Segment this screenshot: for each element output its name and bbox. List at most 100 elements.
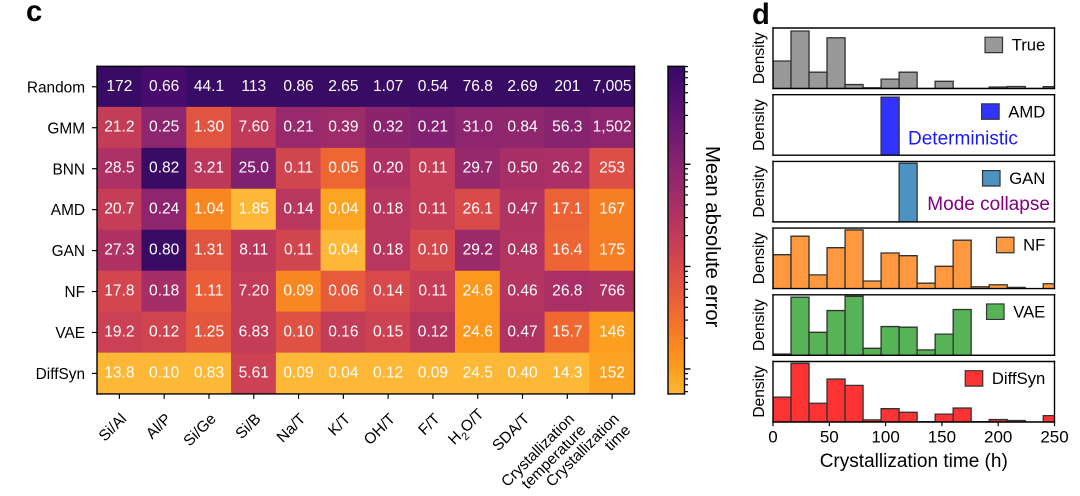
svg-text:0.11: 0.11 [418,201,447,218]
svg-text:172: 172 [106,78,132,95]
svg-text:0.39: 0.39 [328,119,358,136]
svg-text:0.47: 0.47 [507,201,537,218]
svg-text:31.0: 31.0 [463,119,494,136]
svg-text:1.85: 1.85 [239,201,269,218]
svg-text:0.48: 0.48 [507,242,537,259]
svg-text:GAN: GAN [1009,169,1045,188]
svg-text:15.7: 15.7 [552,323,582,340]
svg-text:1.07: 1.07 [373,78,403,95]
svg-text:Crystallization time (h): Crystallization time (h) [820,451,1008,472]
svg-text:0.15: 0.15 [373,323,403,340]
svg-text:26.8: 26.8 [552,283,582,300]
svg-text:0.83: 0.83 [194,364,224,381]
svg-text:0.82: 0.82 [149,160,179,177]
svg-text:175: 175 [599,242,625,259]
svg-text:2.65: 2.65 [328,78,358,95]
svg-text:7.60: 7.60 [239,119,270,136]
svg-text:Mode collapse: Mode collapse [927,194,1050,215]
svg-text:0.20: 0.20 [373,160,404,177]
svg-text:29.2: 29.2 [463,242,493,259]
svg-text:28.5: 28.5 [104,160,134,177]
svg-text:Mean absolute error: Mean absolute error [701,146,723,328]
svg-text:0.50: 0.50 [507,160,538,177]
svg-text:VAE: VAE [55,325,85,342]
svg-text:BNN: BNN [53,161,86,178]
svg-text:0: 0 [768,428,777,447]
svg-text:2.69: 2.69 [507,78,537,95]
svg-text:0.11: 0.11 [284,160,313,177]
svg-text:24.6: 24.6 [463,283,493,300]
svg-text:0.04: 0.04 [328,364,359,381]
svg-text:5.61: 5.61 [239,364,269,381]
svg-text:0.14: 0.14 [283,201,314,218]
svg-text:50: 50 [820,428,839,447]
svg-text:Random: Random [27,79,85,96]
svg-text:0.80: 0.80 [149,242,180,259]
svg-text:26.1: 26.1 [463,201,493,218]
svg-text:0.11: 0.11 [284,242,313,259]
svg-text:0.16: 0.16 [328,323,358,340]
svg-text:250: 250 [1040,428,1068,447]
svg-text:27.3: 27.3 [104,242,134,259]
svg-text:201: 201 [554,78,580,95]
svg-text:113: 113 [241,78,266,95]
svg-text:DiffSyn: DiffSyn [992,369,1045,388]
svg-text:1.11: 1.11 [194,283,223,300]
svg-text:44.1: 44.1 [194,78,224,95]
svg-text:19.2: 19.2 [104,323,134,340]
svg-text:0.04: 0.04 [328,242,359,259]
svg-text:AMD: AMD [51,202,85,219]
svg-text:0.47: 0.47 [507,323,537,340]
svg-text:NF: NF [1023,236,1045,255]
svg-text:0.25: 0.25 [149,119,179,136]
svg-text:13.8: 13.8 [104,364,134,381]
svg-text:167: 167 [599,201,625,218]
svg-text:16.4: 16.4 [552,242,583,259]
svg-text:6.83: 6.83 [239,323,269,340]
svg-text:Density: Density [751,366,768,418]
svg-text:146: 146 [599,323,625,340]
svg-text:0.84: 0.84 [507,119,538,136]
svg-text:0.21: 0.21 [418,119,448,136]
svg-text:150: 150 [928,428,956,447]
svg-text:1,502: 1,502 [593,119,632,136]
svg-text:766: 766 [599,283,625,300]
svg-text:GMM: GMM [47,120,85,137]
svg-text:0.40: 0.40 [507,364,538,381]
svg-text:29.7: 29.7 [463,160,493,177]
svg-text:1.25: 1.25 [194,323,224,340]
svg-text:0.18: 0.18 [149,283,179,300]
svg-text:VAE: VAE [1013,302,1045,321]
svg-text:20.7: 20.7 [104,201,134,218]
svg-text:56.3: 56.3 [552,119,582,136]
svg-text:d: d [752,0,770,31]
svg-text:8.11: 8.11 [239,242,268,259]
svg-text:200: 200 [984,428,1012,447]
svg-text:0.46: 0.46 [507,283,537,300]
svg-text:0.18: 0.18 [373,201,403,218]
svg-text:0.11: 0.11 [418,160,447,177]
svg-text:24.6: 24.6 [463,323,493,340]
svg-text:152: 152 [599,364,625,381]
svg-text:21.2: 21.2 [104,119,134,136]
svg-text:0.12: 0.12 [373,364,403,381]
svg-text:0.18: 0.18 [373,242,403,259]
svg-text:0.11: 0.11 [418,283,447,300]
svg-text:0.32: 0.32 [373,119,403,136]
svg-text:Density: Density [751,32,768,84]
svg-text:76.8: 76.8 [463,78,493,95]
svg-text:24.5: 24.5 [463,364,493,381]
svg-text:0.09: 0.09 [283,283,313,300]
svg-text:0.09: 0.09 [283,364,313,381]
svg-text:25.0: 25.0 [239,160,270,177]
svg-text:100: 100 [871,428,899,447]
svg-text:0.66: 0.66 [149,78,179,95]
svg-text:3.21: 3.21 [194,160,224,177]
svg-text:0.21: 0.21 [283,119,313,136]
svg-text:Density: Density [751,166,768,218]
svg-text:1.04: 1.04 [194,201,225,218]
svg-text:14.3: 14.3 [552,364,582,381]
svg-text:253: 253 [599,160,625,177]
svg-text:0.04: 0.04 [328,201,359,218]
svg-text:0.54: 0.54 [418,78,449,95]
